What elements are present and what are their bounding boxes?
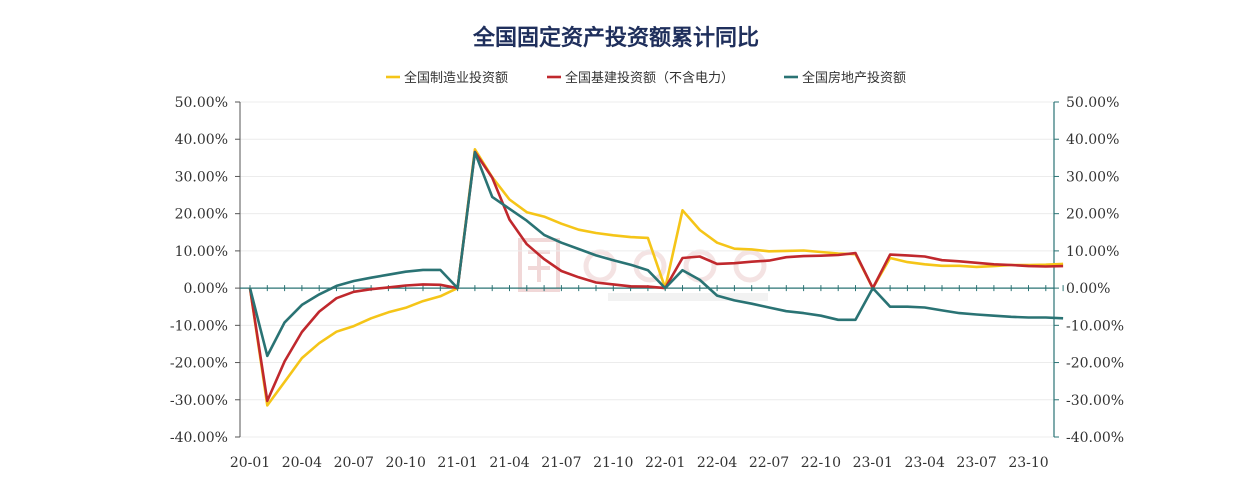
y-tick-label-right: 10.00% — [1066, 244, 1119, 260]
series-line-0 — [248, 148, 1064, 407]
y-tick-label-left: -40.00% — [170, 430, 228, 446]
x-tick-label: 20-07 — [334, 455, 374, 471]
y-tick-label-right: -40.00% — [1066, 430, 1124, 446]
x-tick-label: 23-01 — [853, 455, 893, 471]
y-tick-label-left: 0.00% — [184, 281, 228, 297]
x-tick-label: 23-10 — [1008, 455, 1048, 471]
x-tick-label: 22-01 — [645, 455, 685, 471]
x-tick-label: 22-10 — [801, 455, 841, 471]
y-tick-label-right: 20.00% — [1066, 207, 1119, 223]
y-tick-label-right: -20.00% — [1066, 356, 1124, 372]
y-tick-label-left: 30.00% — [175, 169, 228, 185]
x-tick-label: 23-07 — [956, 455, 996, 471]
y-tick-label-right: 0.00% — [1066, 281, 1110, 297]
x-tick-label: 21-01 — [437, 455, 477, 471]
axes-layer: 50.00% 50.00% 40.00% 40.00% 30.00% 30.00% 20.0… — [170, 95, 1124, 471]
y-tick-label-left: 50.00% — [175, 95, 228, 111]
x-tick-label: 20-01 — [230, 455, 270, 471]
y-tick-label-right: -10.00% — [1066, 318, 1124, 334]
x-tick-label: 22-07 — [749, 455, 789, 471]
series-line-2 — [248, 151, 1064, 358]
x-tick-label: 23-04 — [905, 455, 945, 471]
x-tick-label: 21-10 — [593, 455, 633, 471]
y-tick-label-left: -10.00% — [170, 318, 228, 334]
legend-label: 全国房地产投资额 — [802, 70, 906, 86]
y-tick-label-left: -20.00% — [170, 356, 228, 372]
legend-label: 全国基建投资额（不含电力） — [565, 70, 734, 86]
x-tick-label: 21-07 — [541, 455, 581, 471]
series-layer — [248, 148, 1064, 407]
watermark-logo — [518, 238, 768, 301]
y-tick-label-right: 40.00% — [1066, 132, 1119, 148]
y-tick-label-left: 10.00% — [175, 244, 228, 260]
legend-label: 全国制造业投资额 — [404, 70, 508, 86]
chart-title: 全国固定资产投资额累计同比 — [472, 25, 759, 51]
y-tick-label-right: 50.00% — [1066, 95, 1119, 111]
x-tick-label: 20-04 — [282, 455, 322, 471]
series-line-1 — [248, 150, 1064, 403]
x-tick-label: 20-10 — [386, 455, 426, 471]
x-tick-label: 21-04 — [489, 455, 529, 471]
legend: 全国制造业投资额 全国基建投资额（不含电力） 全国房地产投资额 — [386, 70, 906, 86]
x-tick-label: 22-04 — [697, 455, 737, 471]
y-tick-label-right: 30.00% — [1066, 169, 1119, 185]
y-tick-label-right: -30.00% — [1066, 393, 1124, 409]
y-tick-label-left: 20.00% — [175, 207, 228, 223]
y-tick-label-left: 40.00% — [175, 132, 228, 148]
grid-layer — [240, 101, 1054, 438]
y-tick-label-left: -30.00% — [170, 393, 228, 409]
